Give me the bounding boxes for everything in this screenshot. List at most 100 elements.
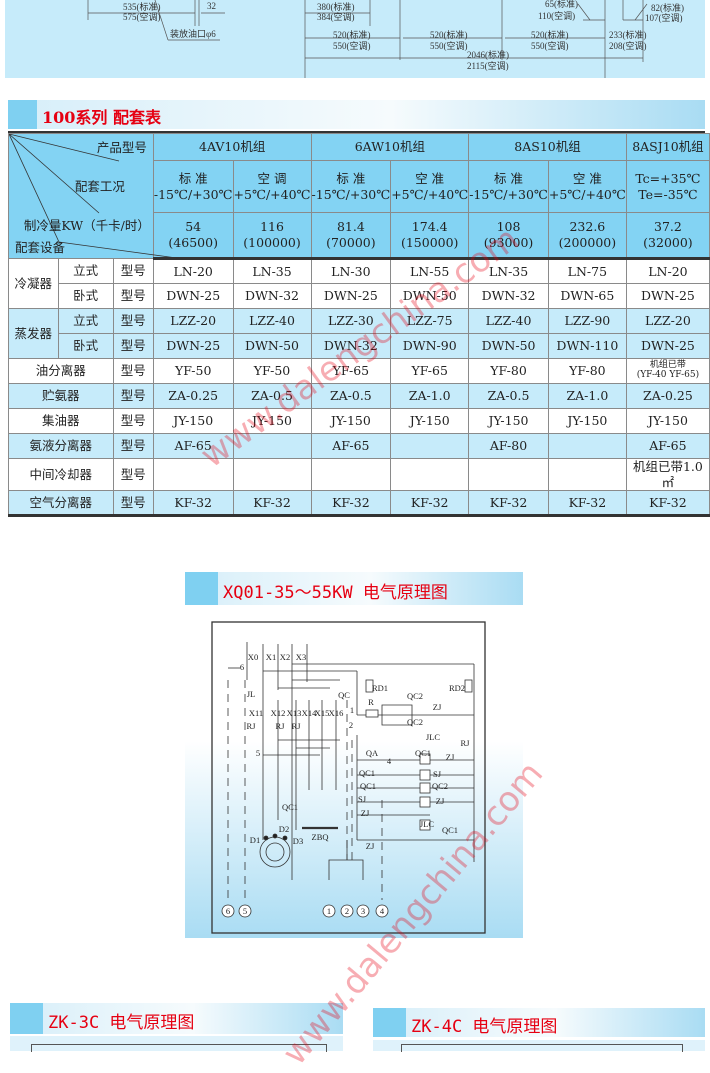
condition-name: 标 准 (178, 170, 208, 186)
schematic-label-sj2: SJ (357, 794, 367, 804)
model-value: JY-150 (468, 408, 549, 434)
model-value: DWN-32 (310, 333, 392, 359)
schematic-label-jlc2: JLC (419, 819, 435, 829)
model-value: YF-65 (390, 358, 470, 384)
schematic-label-zj5: ZJ (365, 841, 375, 851)
model-value: LN-35 (232, 258, 312, 284)
table-row: 油分离器 型号 YF-50 YF-50 YF-65 YF-65 YF-80 YF-80 机组已带… (8, 358, 710, 384)
model-value: AF-65 (152, 433, 234, 459)
table-row: 蒸发器 立式 型号 LZZ-20 LZZ-40 LZZ-30 LZZ-75 LZZ-40 LZZ… (8, 308, 710, 359)
capacity-cell: 116 (100000) (232, 212, 312, 260)
model-value: LZZ-30 (310, 308, 392, 334)
model-value: DWN-50 (232, 333, 312, 359)
schematic-label-x2: X2 (279, 652, 291, 662)
type-cell: 卧式 (57, 283, 114, 309)
drain-label: 装放油口φ6 (170, 29, 216, 39)
equipment-name: 氨液分离器 (8, 433, 114, 459)
schematic-label-jl: JL (246, 689, 256, 699)
model-value: LN-75 (547, 258, 627, 284)
condition-range: +5℃/+40℃ (233, 186, 311, 202)
schematic-label-zj2: ZJ (445, 752, 455, 762)
model-value: LN-20 (625, 258, 710, 284)
model-value: LZZ-75 (390, 308, 470, 334)
schematic-label-rj4: RJ (460, 738, 470, 748)
table-row: 卧式 型号 DWN-25 DWN-32 DWN-25 DWN-50 DWN-32 DWN-65… (9, 283, 710, 309)
schematic-label-qc1a: QC1 (414, 748, 432, 758)
dimension-drawing-panel: 535(标准) 575(空调) 32 装放油口φ6 380(标准) 384(空调… (5, 0, 705, 78)
electrical-schematic (211, 621, 486, 934)
schematic-label-zbq: ZBQ (311, 832, 329, 842)
dimension-lines (87, 0, 648, 78)
model-value: 机组已带1.0㎡ (625, 457, 710, 492)
schematic-label-zj1: ZJ (432, 702, 442, 712)
schematic-label-qc1c: QC1 (359, 781, 377, 791)
dim-label: 535(标准) (123, 2, 161, 12)
schematic-label-c2: 2 (344, 906, 350, 916)
diagram-panel: X0 X1 X2 X3 6 JL QC RD1 RD2 X11 X12 X13 X14 X15 X16 RJ R… (185, 610, 523, 938)
dim-label: 82(标准) (651, 3, 684, 13)
model-value: LN-30 (310, 258, 392, 284)
model-value: ZA-1.0 (547, 383, 627, 409)
dim-label: 575(空调) (123, 12, 161, 22)
model-value: LZZ-20 (625, 308, 710, 334)
model-value: ZA-0.25 (625, 383, 710, 409)
model-value: LN-55 (390, 258, 470, 284)
capacity-kcal: (70000) (326, 235, 376, 250)
model-value: YF-50 (152, 358, 234, 384)
group-cell: 冷凝器 (8, 258, 59, 309)
capacity-kcal: (200000) (558, 235, 617, 250)
model-value: DWN-25 (625, 333, 710, 359)
capacity-cell: 108 (93000) (468, 212, 549, 260)
type-cell: 立式 (57, 258, 114, 284)
condition-cell: 空 准 +5℃/+40℃ (390, 160, 470, 213)
type-cell: 立式 (57, 308, 114, 334)
model-value: KF-32 (152, 490, 234, 518)
model-value: KF-32 (310, 490, 392, 518)
zk3c-title-bar: ZK-3C 电气原理图 (10, 1003, 343, 1034)
table-row: 贮氨器 型号 ZA-0.25 ZA-0.5 ZA-0.5 ZA-1.0 ZA-0.5 ZA-1… (8, 383, 710, 409)
schematic-label-c4: 4 (379, 906, 385, 916)
condition-name: 空 调 (257, 170, 287, 186)
schematic-label-d2: D2 (278, 824, 290, 834)
model-value (390, 433, 470, 459)
dim-label: 2046(标准) (467, 50, 509, 60)
table-row: 氨液分离器 型号 AF-65 AF-65 AF-80 AF-65 (8, 433, 710, 459)
diagram-title: XQ01-35～55KW 电气原理图 (223, 583, 448, 603)
model-value (152, 457, 234, 492)
model-value: ZA-1.0 (390, 383, 470, 409)
schematic-label-c1: 1 (326, 906, 332, 916)
dim-label: 520(标准) (531, 30, 569, 40)
model-value: DWN-25 (310, 283, 392, 309)
schematic-label-rd2: RD2 (448, 683, 466, 693)
capacity-kcal: (46500) (168, 235, 218, 250)
unit-header: 8AS10机组 (468, 133, 627, 161)
group-cell: 蒸发器 (8, 308, 59, 359)
model-value: JY-150 (390, 408, 470, 434)
capacity-kw: 81.4 (336, 219, 365, 235)
model-value: DWN-25 (625, 283, 710, 309)
model-value: ZA-0.5 (310, 383, 392, 409)
dim-label: 208(空调) (609, 41, 647, 51)
capacity-cell: 37.2 (32000) (625, 212, 710, 260)
model-value: DWN-25 (152, 333, 234, 359)
schematic-label-x1: X1 (265, 652, 277, 662)
dim-label: 233(标准) (609, 30, 647, 40)
zk4c-panel (373, 1040, 705, 1052)
equipment-name: 空气分离器 (8, 490, 114, 518)
condition-range: -15℃/+30℃ (153, 186, 233, 202)
title-marker (8, 100, 37, 129)
dim-label: 110(空调) (538, 11, 576, 21)
model-value: LZZ-90 (547, 308, 627, 334)
schematic-label-qc1e: QC1 (281, 802, 299, 812)
schematic-label-x14: X14 (301, 708, 317, 718)
model-value: ZA-0.5 (468, 383, 549, 409)
condition-range: +5℃/+40℃ (548, 186, 626, 202)
capacity-cell: 232.6 (200000) (547, 212, 627, 260)
table-row: 空气分离器 型号 KF-32 KF-32 KF-32 KF-32 KF-32 KF-32 KF-… (8, 490, 710, 518)
model-value: YF-80 (547, 358, 627, 384)
model-label: 型号 (112, 433, 154, 459)
section-title-bar: 100系列 配套表 (8, 100, 705, 129)
dim-label: 550(空调) (531, 41, 569, 51)
model-value: ZA-0.5 (232, 383, 312, 409)
schematic-label-jlc1: JLC (425, 732, 441, 742)
